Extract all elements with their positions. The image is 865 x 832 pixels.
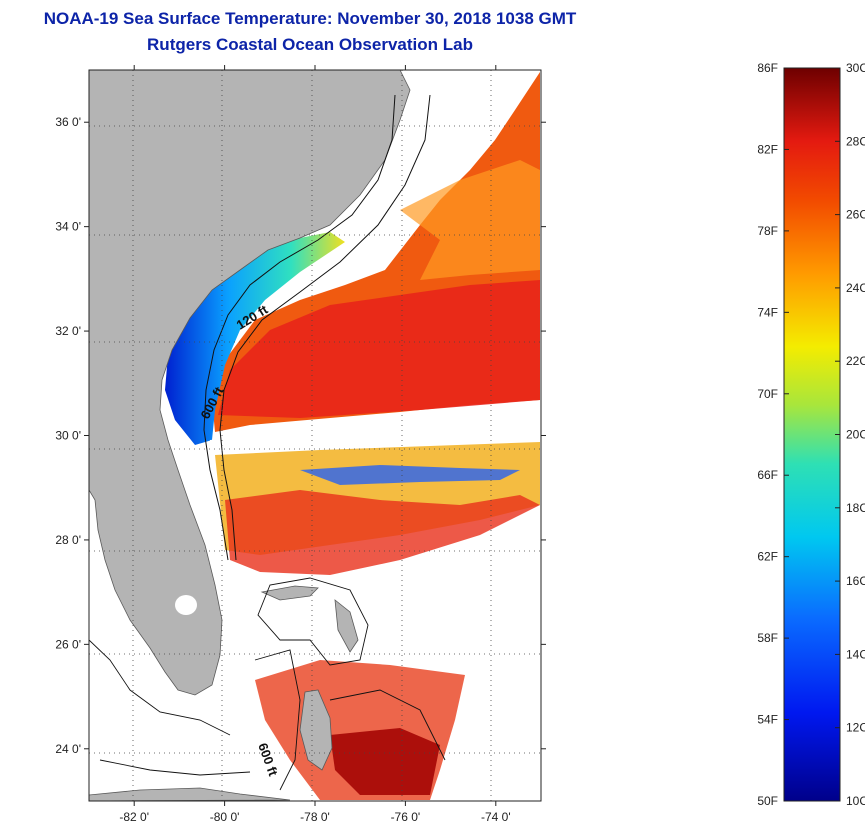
lat-label: 34 0' <box>55 220 81 234</box>
colorbar-c-label: 18C <box>846 501 865 515</box>
contour-florida-shelf <box>89 639 251 776</box>
graticule <box>89 70 541 801</box>
colorbar-c-label: 12C <box>846 721 865 735</box>
map-subtitle: Rutgers Coastal Ocean Observation Lab <box>147 35 473 54</box>
colorbar-ticks <box>784 67 840 802</box>
colorbar-fahrenheit-labels: 86F 82F 78F 74F 70F 66F 62F 58F 54F 50F <box>757 61 778 808</box>
colorbar-c-label: 24C <box>846 281 865 295</box>
contour-bahamas <box>257 577 369 666</box>
colorbar <box>783 67 841 802</box>
colorbar-c-label: 20C <box>846 428 865 442</box>
cloud-gap-band <box>210 418 540 452</box>
land-cuba <box>89 787 291 801</box>
land-grand-bahama <box>260 585 319 601</box>
colorbar-celsius-labels: 30C 28C 26C 24C 22C 20C 18C 16C 14C 12C 10C <box>846 61 865 808</box>
sst-orange-patch <box>400 160 540 280</box>
longitude-labels: -82 0' -80 0' -78 0' -76 0' -74 0' <box>119 810 510 824</box>
colorbar-c-label: 22C <box>846 354 865 368</box>
colorbar-c-label: 30C <box>846 61 865 75</box>
sst-hot-band <box>218 280 540 418</box>
lon-label: -74 0' <box>481 810 511 824</box>
colorbar-f-label: 58F <box>757 631 778 645</box>
colorbar-f-label: 86F <box>757 61 778 75</box>
lake-okeechobee <box>175 595 197 615</box>
axis-ticks <box>84 65 546 806</box>
colorbar-c-label: 14C <box>846 647 865 661</box>
sst-bahamas-dark <box>330 728 440 795</box>
contour-600ft <box>219 94 431 561</box>
lon-label: -76 0' <box>391 810 421 824</box>
land-southeast-us <box>89 70 411 696</box>
lon-label: -78 0' <box>300 810 330 824</box>
colorbar-f-label: 50F <box>757 794 778 808</box>
sst-south-blue-streak <box>300 465 520 485</box>
colorbar-c-label: 16C <box>846 574 865 588</box>
lat-label: 32 0' <box>55 324 81 338</box>
colorbar-f-label: 62F <box>757 550 778 564</box>
colorbar-c-label: 26C <box>846 208 865 222</box>
lon-label: -80 0' <box>210 810 240 824</box>
colorbar-f-label: 54F <box>757 713 778 727</box>
lat-label: 24 0' <box>55 742 81 756</box>
colorbar-f-label: 70F <box>757 387 778 401</box>
sst-coastal-cold-band <box>165 232 345 445</box>
lat-label: 36 0' <box>55 115 81 129</box>
lat-label: 26 0' <box>55 637 81 651</box>
colorbar-f-label: 74F <box>757 305 778 319</box>
land-abaco <box>334 599 359 653</box>
contour-bahamas-south <box>254 649 446 791</box>
map-title: NOAA-19 Sea Surface Temperature: Novembe… <box>43 9 577 28</box>
lat-label: 30 0' <box>55 429 81 443</box>
colorbar-f-label: 78F <box>757 224 778 238</box>
sst-south-red <box>225 490 540 575</box>
lon-label: -82 0' <box>119 810 149 824</box>
colorbar-c-label: 28C <box>846 134 865 148</box>
colorbar-f-label: 82F <box>757 142 778 156</box>
lat-label: 28 0' <box>55 533 81 547</box>
latitude-labels: 36 0' 34 0' 32 0' 30 0' 28 0' 26 0' 24 0' <box>55 115 81 756</box>
colorbar-f-label: 66F <box>757 468 778 482</box>
land-andros <box>299 689 333 771</box>
colorbar-c-label: 10C <box>846 794 865 808</box>
map-layers: 120 ft 600 ft 600 ft <box>89 70 541 801</box>
contour-120ft <box>203 94 396 561</box>
